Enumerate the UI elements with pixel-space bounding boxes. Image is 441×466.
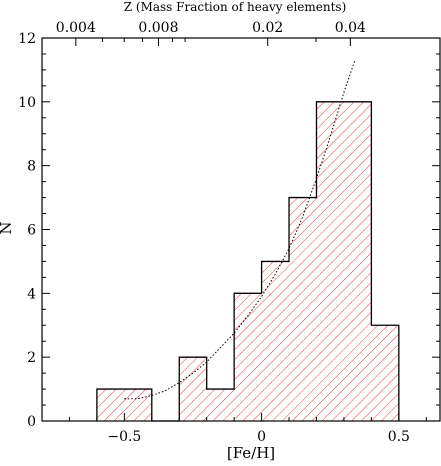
x-tick-label: 0.5 — [388, 429, 410, 445]
y-tick-label: 0 — [27, 414, 36, 430]
tick-labels: −0.5 0 0.5 0 2 4 6 8 10 12 0.004 0.008 0.02 0.04 — [18, 20, 410, 445]
y-axis-title: N — [0, 221, 15, 234]
model-curve — [124, 60, 356, 400]
histogram-bar-2 — [179, 357, 207, 421]
top-axis-title: Z (Mass Fraction of heavy elements) — [124, 0, 347, 14]
top-tick-label: 0.02 — [252, 20, 283, 36]
y-tick-label: 4 — [27, 286, 36, 302]
y-tick-label: 10 — [18, 95, 36, 111]
y-tick-label: 6 — [27, 223, 36, 239]
x-axis-title: [Fe/H] — [227, 444, 275, 462]
top-tick-label: 0.004 — [56, 20, 96, 36]
histogram-bar-8 — [371, 325, 399, 421]
histogram-bars — [96, 101, 399, 421]
histogram-bar-6 — [289, 197, 317, 421]
top-tick-label: 0.04 — [335, 20, 366, 36]
y-tick-label: 8 — [27, 159, 36, 175]
histogram-bar-3 — [206, 389, 235, 421]
top-tick-label: 0.008 — [138, 20, 178, 36]
x-tick-label: 0 — [257, 429, 266, 445]
histogram-bar-4 — [234, 293, 262, 421]
histogram-bar-7 — [316, 101, 372, 421]
y-tick-label: 2 — [27, 350, 36, 366]
axis-ticks — [41, 37, 440, 422]
x-tick-label: −0.5 — [107, 429, 141, 445]
y-tick-label: 12 — [18, 31, 36, 47]
histogram-bar-5 — [261, 261, 290, 421]
